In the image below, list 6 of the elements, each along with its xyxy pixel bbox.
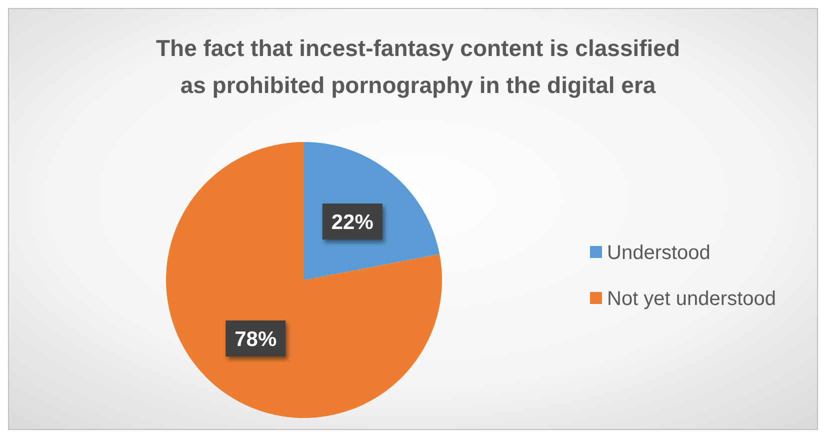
legend-label: Understood bbox=[607, 242, 710, 264]
data-label: 78% bbox=[234, 328, 277, 351]
legend-label: Not yet understood bbox=[607, 288, 776, 310]
data-label: 22% bbox=[331, 210, 374, 234]
chart-title: The fact that incest-fantasy content is classified as prohibited pornography in the digital era bbox=[156, 35, 680, 98]
pie-slice bbox=[166, 142, 442, 418]
